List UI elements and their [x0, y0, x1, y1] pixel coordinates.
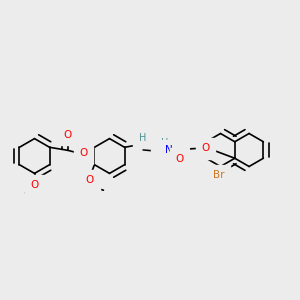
Text: N: N — [165, 145, 173, 155]
Text: Br: Br — [213, 170, 225, 181]
Text: H: H — [161, 138, 169, 148]
Text: O: O — [175, 154, 184, 164]
Text: O: O — [30, 180, 39, 190]
Text: N: N — [156, 141, 164, 151]
Text: O: O — [79, 148, 87, 158]
Text: O: O — [63, 130, 72, 140]
Text: O: O — [201, 143, 210, 153]
Text: O: O — [86, 175, 94, 185]
Text: H: H — [139, 133, 146, 143]
